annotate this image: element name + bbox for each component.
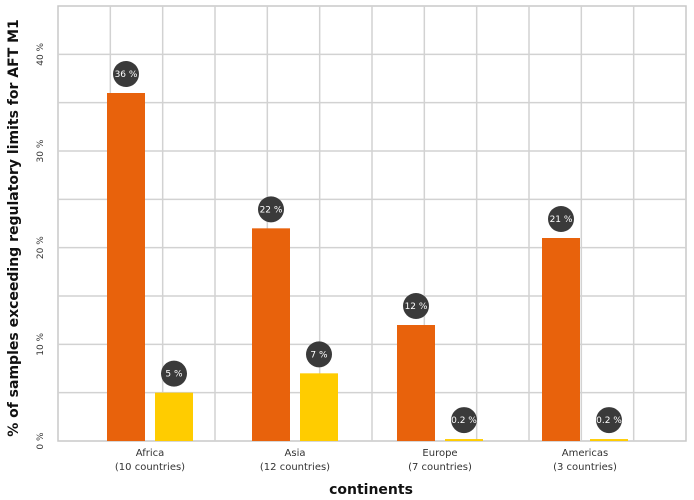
bar: [397, 325, 435, 441]
category-sublabel: (10 countries): [115, 462, 185, 473]
y-tick-label: 40 %: [36, 42, 46, 65]
y-tick-label: 20 %: [36, 236, 46, 259]
category-sublabel: (3 countries): [553, 462, 617, 473]
category-label: Africa: [136, 448, 165, 459]
data-label-bubble: [161, 360, 187, 387]
data-label-bubble: [306, 341, 332, 368]
bars: 36 % 22 % 12 % 21 % 5 % 7 % 0.2 % 0.2 %: [107, 61, 628, 441]
category-label: Europe: [422, 448, 457, 459]
data-label-bubble: [596, 407, 622, 434]
bar: [252, 228, 290, 441]
data-label: 0.2 %: [451, 416, 477, 426]
data-label: 5 %: [165, 370, 183, 380]
bar: [107, 93, 145, 441]
category-label: Americas: [562, 448, 608, 459]
y-tick-label: 30 %: [36, 139, 46, 162]
data-label: 22 %: [260, 205, 283, 215]
y-tick-label: 10 %: [36, 332, 46, 355]
data-label-bubble: [113, 61, 139, 87]
data-label-bubble: [258, 196, 284, 223]
x-axis-labels: Africa (10 countries) Asia (12 countries) Eu…: [115, 448, 617, 473]
bar: [155, 392, 193, 441]
bar: [445, 439, 483, 441]
data-label: 0.2 %: [596, 416, 622, 426]
category-sublabel: (12 countries): [260, 462, 330, 473]
bar: [542, 238, 580, 441]
y-axis-ticks: 0 % 10 % 20 % 30 % 40 %: [36, 42, 46, 449]
data-label-bubble: [548, 206, 574, 232]
category-label: Asia: [285, 448, 306, 459]
data-label: 12 %: [405, 302, 428, 312]
bar: [300, 373, 338, 441]
data-label-bubble: [403, 293, 429, 319]
data-label: 7 %: [310, 350, 328, 360]
grid: [57, 5, 687, 442]
data-label: 21 %: [550, 215, 573, 225]
x-axis-title: continents: [329, 482, 413, 498]
y-tick-label: 0 %: [36, 432, 46, 450]
data-label: 36 %: [115, 70, 138, 80]
data-label-bubble: [451, 407, 477, 434]
bar: [590, 439, 628, 441]
y-axis-title: % of samples exceeding regulatory limits…: [6, 19, 22, 437]
category-sublabel: (7 countries): [408, 462, 472, 473]
